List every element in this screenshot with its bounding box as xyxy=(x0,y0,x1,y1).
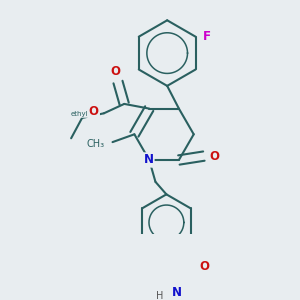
Text: CH₃: CH₃ xyxy=(86,140,104,149)
Text: H: H xyxy=(156,291,163,300)
Text: F: F xyxy=(202,30,211,43)
Text: N: N xyxy=(172,286,182,299)
Text: ethyl: ethyl xyxy=(71,111,88,117)
Text: O: O xyxy=(89,105,99,118)
Text: O: O xyxy=(199,260,209,274)
Text: O: O xyxy=(209,150,219,163)
Text: N: N xyxy=(143,154,153,166)
Text: O: O xyxy=(111,65,121,78)
